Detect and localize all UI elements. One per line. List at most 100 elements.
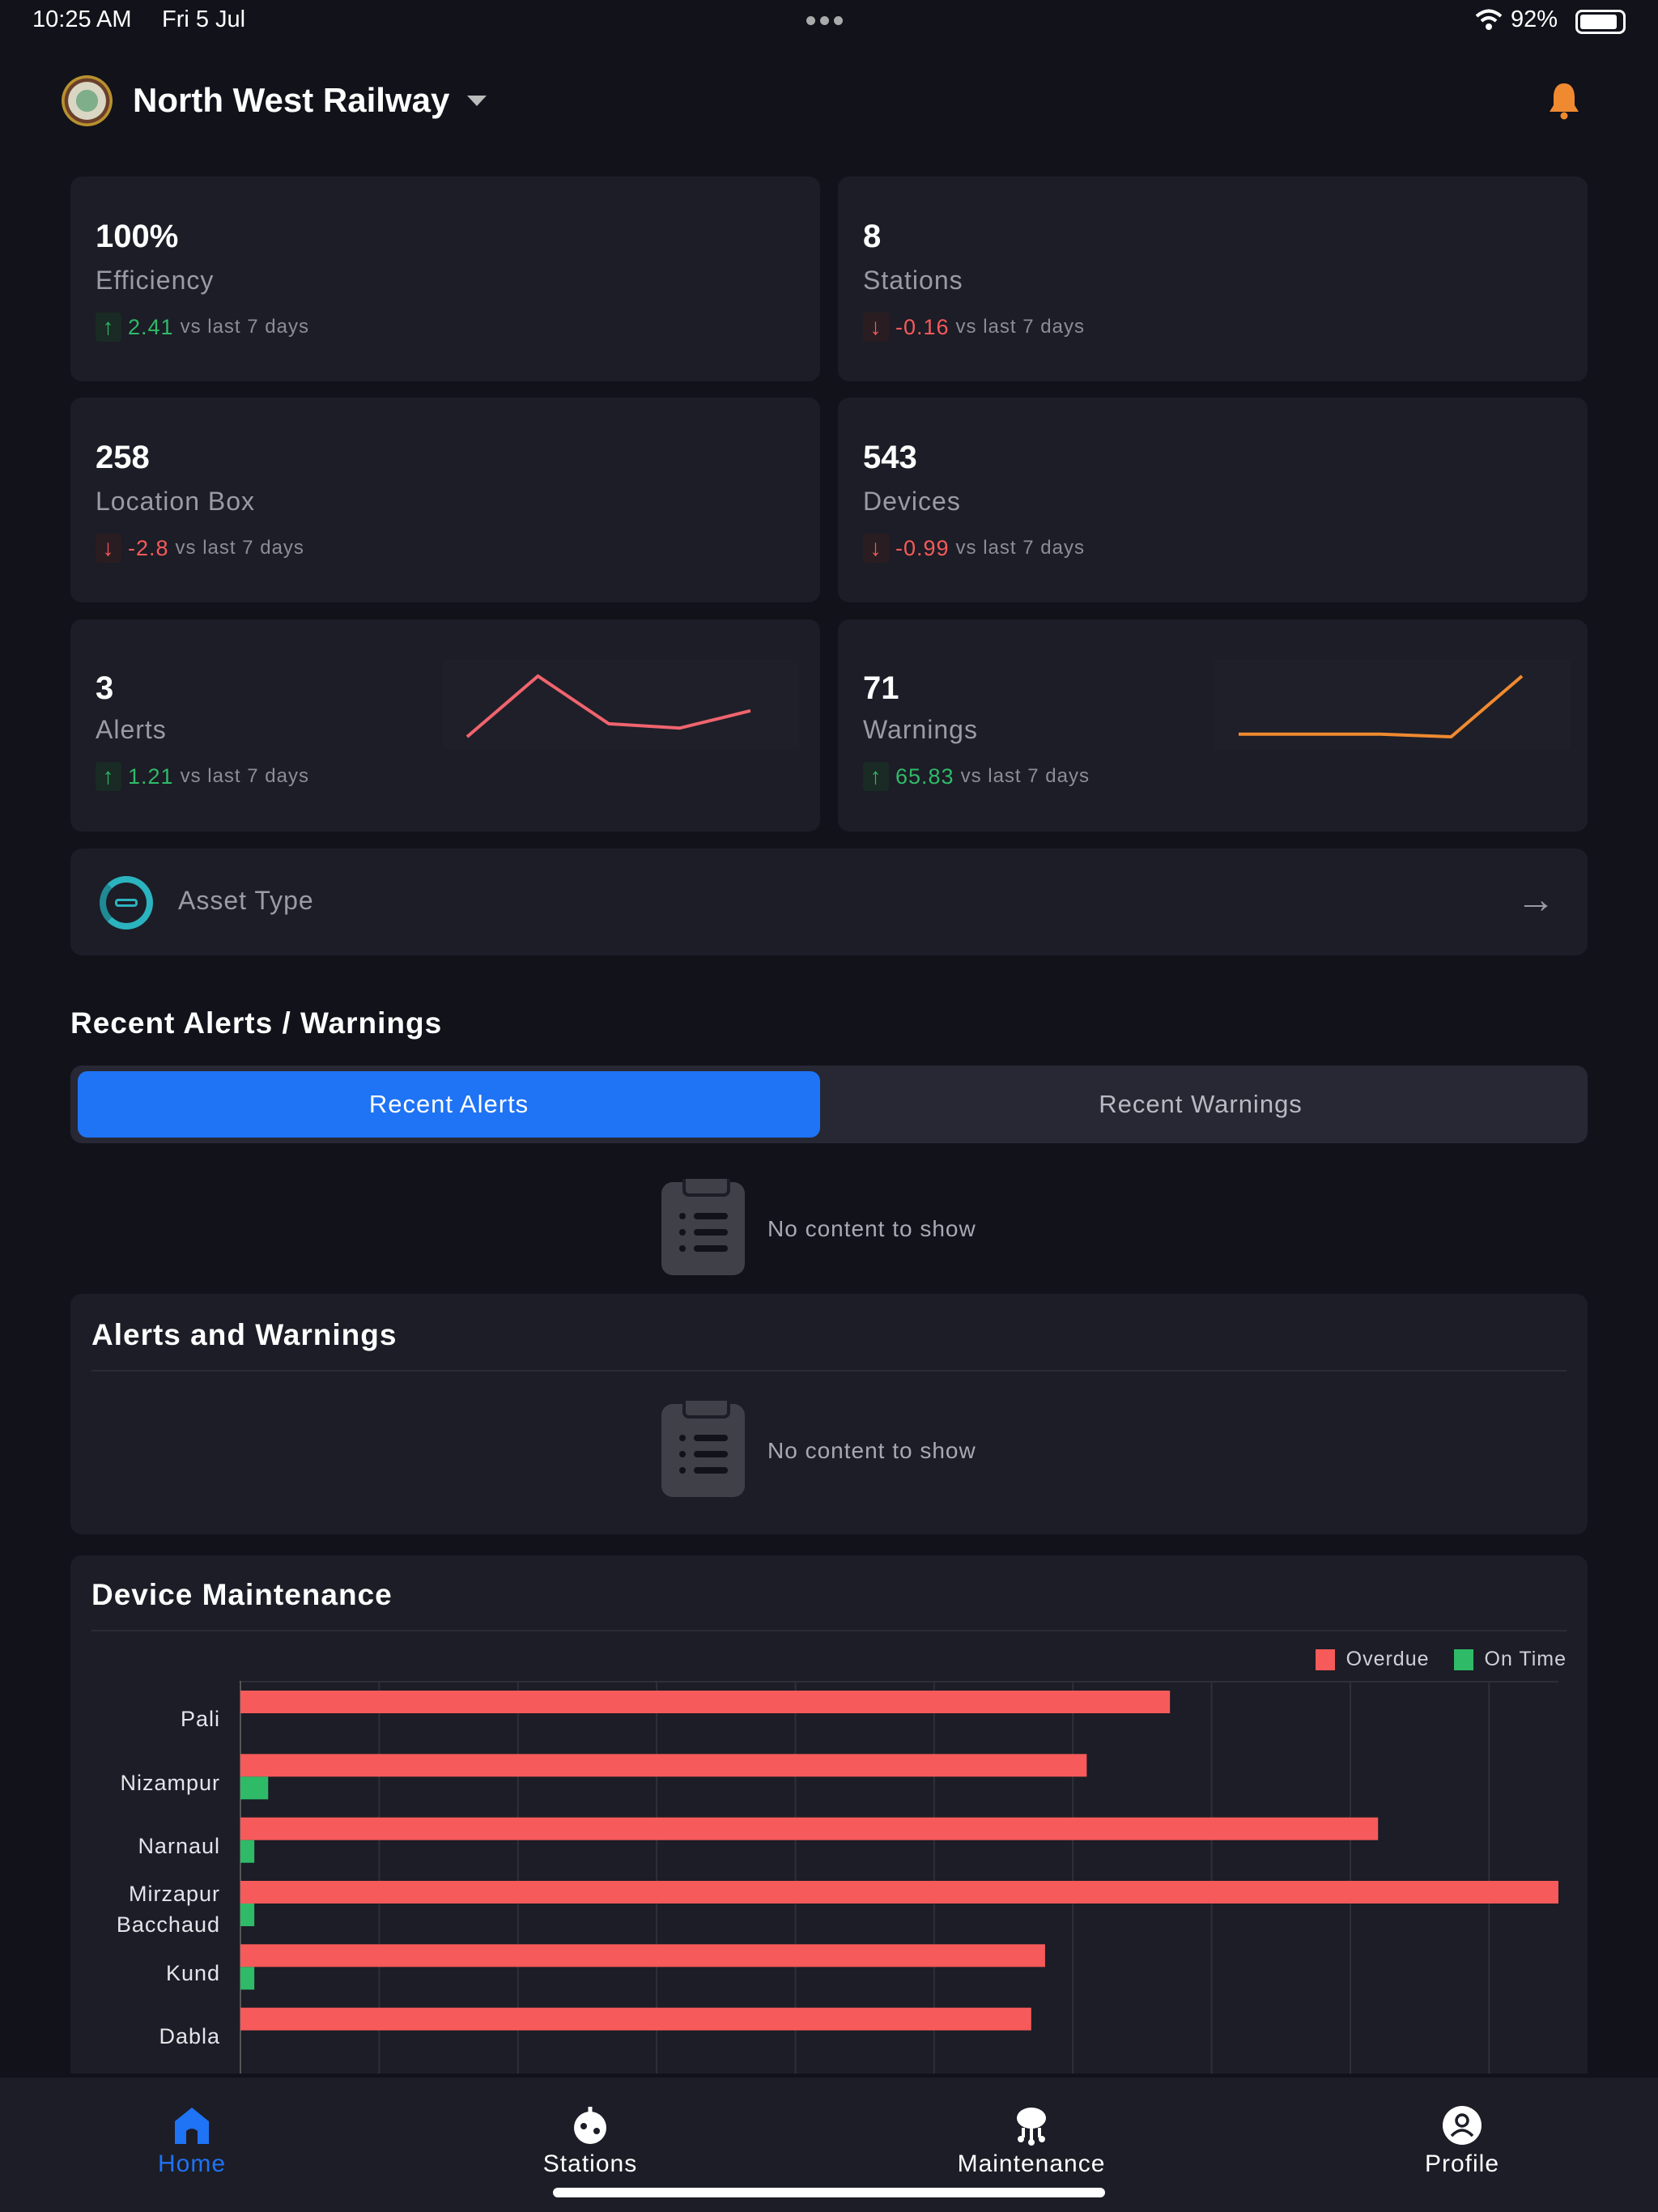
kpi-delta: ↓ -2.8 vs last 7 days <box>96 534 304 563</box>
bar-overdue[interactable] <box>240 1944 1045 1967</box>
y-tick-label: Narnaul <box>138 1833 220 1858</box>
stations-icon <box>469 2105 712 2146</box>
status-date: Fri 5 Jul <box>162 6 246 32</box>
battery-percent: 92% <box>1511 6 1558 32</box>
divider <box>91 1630 1567 1631</box>
recent-heading: Recent Alerts / Warnings <box>70 1006 443 1040</box>
y-tick-label: Pali <box>180 1707 220 1732</box>
multitask-dots-icon[interactable] <box>806 16 843 25</box>
asset-type-icon <box>100 876 153 929</box>
legend-label: Overdue <box>1346 1648 1430 1670</box>
delta-value: 2.41 <box>128 314 174 339</box>
delta-suffix: vs last 7 days <box>960 765 1090 787</box>
tab-label: Stations <box>542 2150 638 2177</box>
delta-value: -0.16 <box>895 314 950 339</box>
sparkline-path <box>1239 674 1524 739</box>
arrow-up-icon: ↑ <box>96 313 121 342</box>
delta-suffix: vs last 7 days <box>180 316 309 338</box>
kpi-value: 543 <box>863 440 917 475</box>
delta-suffix: vs last 7 days <box>175 537 304 559</box>
status-time: 10:25 AM <box>32 6 132 32</box>
bar-overdue[interactable] <box>240 1691 1171 1713</box>
warnings-sparkline <box>1214 660 1571 749</box>
maintenance-bar-chart <box>239 1681 1558 2074</box>
bar-overdue[interactable] <box>240 2007 1031 2031</box>
arrow-down-icon: ↓ <box>863 534 889 563</box>
y-tick-label: Nizampur <box>120 1770 220 1795</box>
bar-on-time[interactable] <box>240 1776 269 1800</box>
kpi-delta: ↓ -0.16 vs last 7 days <box>863 313 1085 342</box>
kpi-label: Alerts <box>96 715 167 744</box>
kpi-delta: ↑ 2.41 vs last 7 days <box>96 313 309 342</box>
tab-recent-warnings[interactable]: Recent Warnings <box>1099 1090 1303 1118</box>
alerts-sparkline <box>443 660 799 749</box>
zone-selector[interactable]: North West Railway <box>133 81 487 120</box>
profile-icon <box>1341 2105 1584 2146</box>
home-icon <box>70 2105 313 2146</box>
tab-maintenance[interactable]: Maintenance <box>910 2105 1153 2178</box>
tab-recent-alerts[interactable]: Recent Alerts <box>78 1071 820 1138</box>
arrow-up-icon: ↑ <box>863 762 889 791</box>
bell-icon[interactable] <box>1548 81 1580 124</box>
kpi-label: Devices <box>863 487 961 516</box>
tab-home[interactable]: Home <box>70 2105 313 2178</box>
chevron-down-icon <box>467 95 487 106</box>
bar-on-time[interactable] <box>240 1840 255 1863</box>
empty-text: No content to show <box>767 1437 976 1463</box>
card-title: Alerts and Warnings <box>91 1318 397 1351</box>
kpi-delta: ↑ 65.83 vs last 7 days <box>863 762 1090 791</box>
bar-overdue[interactable] <box>240 1817 1379 1840</box>
asset-type-link[interactable]: Asset Type → <box>70 849 1588 955</box>
kpi-card-devices[interactable]: 543 Devices ↓ -0.99 vs last 7 days <box>838 398 1588 602</box>
arrow-right-icon: → <box>1516 878 1555 921</box>
kpi-label: Stations <box>863 266 963 295</box>
kpi-card-location-box[interactable]: 258 Location Box ↓ -2.8 vs last 7 days <box>70 398 820 602</box>
arrow-down-icon: ↓ <box>863 313 889 342</box>
delta-suffix: vs last 7 days <box>955 537 1085 559</box>
kpi-label: Location Box <box>96 487 256 516</box>
alerts-warnings-card: Alerts and Warnings No content to show <box>70 1294 1588 1534</box>
bar-on-time[interactable] <box>240 1967 255 1990</box>
maintenance-icon <box>910 2105 1153 2146</box>
alerts-warnings-empty-state: No content to show <box>661 1401 976 1497</box>
kpi-label: Efficiency <box>96 266 215 295</box>
delta-value: -2.8 <box>128 535 169 560</box>
bar-overdue[interactable] <box>240 1754 1087 1777</box>
kpi-card-alerts[interactable]: 3 Alerts ↑ 1.21 vs last 7 days <box>70 619 820 832</box>
divider <box>91 1370 1567 1372</box>
kpi-card-warnings[interactable]: 71 Warnings ↑ 65.83 vs last 7 days <box>838 619 1588 832</box>
tab-label: Profile <box>1424 2150 1500 2177</box>
y-tick-label: Mirzapur Bacchaud <box>116 1882 220 1938</box>
asset-type-label: Asset Type <box>178 886 314 915</box>
delta-suffix: vs last 7 days <box>955 316 1085 338</box>
y-tick-label: Dabla <box>159 2023 220 2048</box>
arrow-up-icon: ↑ <box>96 762 121 791</box>
chart-title: Device Maintenance <box>91 1578 393 1611</box>
tab-label: Maintenance <box>957 2150 1106 2177</box>
clipboard-icon <box>661 1179 745 1275</box>
tab-label: Home <box>157 2150 227 2177</box>
legend-overdue: Overdue <box>1315 1648 1430 1671</box>
bar-on-time[interactable] <box>240 1904 255 1926</box>
railway-logo <box>62 75 113 126</box>
kpi-card-stations[interactable]: 8 Stations ↓ -0.16 vs last 7 days <box>838 177 1588 381</box>
delta-suffix: vs last 7 days <box>180 765 309 787</box>
kpi-card-efficiency[interactable]: 100% Efficiency ↑ 2.41 vs last 7 days <box>70 177 820 381</box>
kpi-delta: ↓ -0.99 vs last 7 days <box>863 534 1085 563</box>
sparkline-path <box>466 674 751 738</box>
y-axis-labels: Pali Nizampur Narnaul Mirzapur Bacchaud Kund D… <box>70 1681 220 2061</box>
battery-icon <box>1575 10 1626 34</box>
recent-segmented-control: Recent Alerts Recent Warnings <box>70 1066 1588 1143</box>
device-maintenance-card: Device Maintenance Overdue On Time Pali N… <box>70 1555 1588 2074</box>
kpi-value: 71 <box>863 670 899 706</box>
kpi-value: 100% <box>96 219 179 254</box>
bar-overdue[interactable] <box>240 1881 1558 1904</box>
legend-on-time: On Time <box>1453 1648 1567 1671</box>
recent-empty-state: No content to show <box>661 1179 976 1275</box>
delta-value: -0.99 <box>895 535 950 560</box>
tab-stations[interactable]: Stations <box>469 2105 712 2178</box>
tab-profile[interactable]: Profile <box>1341 2105 1584 2178</box>
delta-value: 1.21 <box>128 764 174 789</box>
wifi-icon <box>1475 8 1503 39</box>
home-indicator[interactable] <box>553 2188 1105 2197</box>
